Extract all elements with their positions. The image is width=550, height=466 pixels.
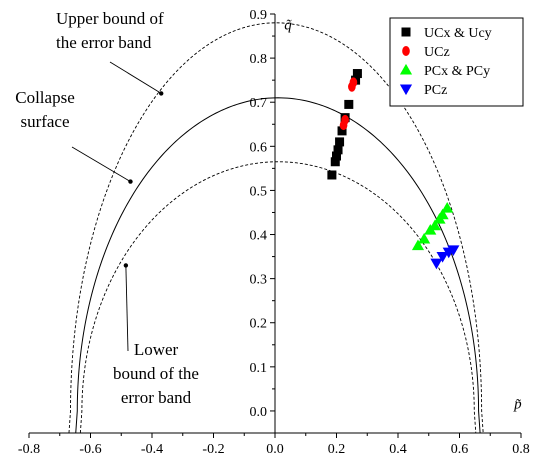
data-point-series-0 — [333, 145, 343, 155]
data-point-series-0 — [335, 137, 345, 147]
legend: UCx & Ucy UCz PCx & PCy PCz — [389, 17, 524, 107]
annotation-dot — [123, 263, 129, 268]
y-tick-label: 0.8 — [250, 52, 268, 67]
legend-box — [389, 17, 524, 107]
y-tick-label: 0.1 — [250, 361, 268, 376]
y-ticks-layer: 0.0 0.1 0.2 0.3 0.4 0.5 0.6 0.7 0.8 0.9 — [250, 8, 275, 420]
curves-layer — [68, 22, 484, 434]
annotation-text-line: Lower — [134, 340, 179, 359]
x-ticks-layer: -0.8 -0.6 -0.4 -0.2 0.0 0.2 0.4 0.6 0.8 — [18, 433, 530, 457]
y-tick-label: 0.9 — [250, 8, 268, 23]
x-tick-label: -0.8 — [18, 442, 40, 457]
x-tick-label: 0.4 — [389, 442, 407, 457]
points-layer — [327, 69, 460, 270]
y-axis-title: q̃ — [284, 17, 292, 33]
data-point-series-2 — [411, 239, 425, 251]
y-tick-label: 0.6 — [250, 140, 268, 155]
x-tick-label: -0.4 — [141, 442, 163, 457]
data-point-series-0 — [352, 69, 362, 79]
data-point-series-2 — [436, 208, 449, 220]
annotation-text-line: the error band — [56, 33, 152, 52]
data-point-series-0 — [337, 126, 347, 136]
curve-lower — [79, 161, 477, 434]
data-point-series-1 — [341, 114, 349, 125]
y-tick-label: 0.2 — [250, 317, 268, 332]
x-tick-label: 0.8 — [512, 442, 530, 457]
legend-label: PCz — [424, 83, 447, 98]
y-tick-label: 0.5 — [250, 184, 268, 199]
y-tick-label: 0.3 — [250, 273, 268, 288]
legend-label: UCx & Ucy — [424, 26, 492, 41]
annotation-leader — [71, 146, 131, 182]
annotation-dot — [159, 91, 164, 96]
data-point-series-3 — [436, 252, 449, 263]
curve-upper — [68, 22, 484, 434]
legend-marker — [399, 84, 413, 96]
legend-marker — [401, 27, 411, 37]
annotation-dot — [128, 179, 133, 184]
curve-collapse — [75, 97, 481, 434]
y-tick-label: 0.7 — [250, 96, 268, 111]
data-point-series-0 — [327, 170, 337, 180]
data-point-series-3 — [430, 258, 443, 270]
annotation-text-line: bound of the — [113, 364, 199, 383]
x-tick-label: 0.2 — [328, 442, 346, 457]
y-tick-label: 0.0 — [250, 405, 268, 420]
annotation-leader — [109, 61, 162, 94]
annotation-leaders-layer — [71, 61, 164, 352]
data-point-series-0 — [344, 99, 354, 109]
annotation-text-line: Upper bound of — [56, 9, 164, 28]
x-axis-title: p̃ — [513, 397, 522, 413]
annotation-leader — [125, 265, 129, 352]
annotation-text-layer: Upper bound of the error band Collapse surf… — [15, 9, 199, 407]
data-point-series-2 — [428, 219, 441, 231]
x-tick-label: 0.0 — [266, 442, 284, 457]
annotation-text-line: error band — [121, 388, 192, 407]
x-tick-label: -0.6 — [79, 442, 101, 457]
data-point-series-2 — [441, 201, 454, 213]
legend-label: PCx & PCy — [424, 64, 490, 79]
annotation-text-line: surface — [20, 112, 69, 131]
data-point-series-2 — [418, 232, 431, 244]
data-point-series-3 — [447, 245, 460, 257]
legend-marker — [399, 63, 413, 75]
data-point-series-1 — [349, 77, 358, 88]
legend-marker — [402, 46, 410, 56]
x-tick-label: 0.6 — [451, 442, 469, 457]
annotation-text-line: Collapse — [15, 88, 75, 107]
data-point-series-0 — [332, 151, 341, 161]
data-point-series-0 — [330, 157, 340, 167]
x-tick-label: -0.2 — [202, 442, 224, 457]
y-tick-label: 0.4 — [250, 229, 268, 244]
legend-label: UCz — [424, 45, 450, 60]
